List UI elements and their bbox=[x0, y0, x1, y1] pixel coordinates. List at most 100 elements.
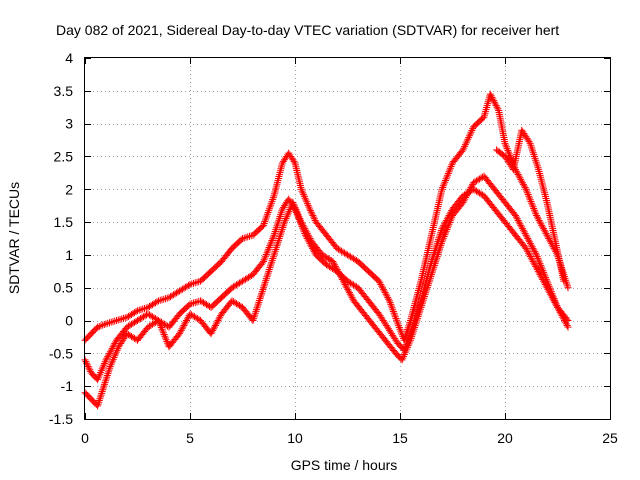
data-point bbox=[421, 292, 428, 300]
data-point bbox=[331, 262, 339, 270]
data-point bbox=[292, 206, 300, 214]
data-point bbox=[521, 184, 529, 192]
data-point bbox=[528, 145, 536, 153]
data-point bbox=[436, 243, 444, 251]
data-point bbox=[433, 252, 441, 260]
data-point bbox=[529, 244, 537, 252]
data-point bbox=[463, 192, 470, 200]
data-point bbox=[465, 134, 473, 142]
data-point bbox=[271, 227, 279, 235]
data-point bbox=[246, 232, 253, 240]
data-point bbox=[186, 280, 194, 288]
data-point bbox=[466, 130, 474, 138]
data-point bbox=[405, 340, 413, 348]
data-point bbox=[176, 330, 183, 338]
data-point bbox=[516, 174, 524, 182]
data-point bbox=[459, 198, 467, 206]
data-point bbox=[491, 98, 498, 106]
data-point bbox=[520, 182, 528, 190]
data-point bbox=[522, 231, 530, 239]
data-point bbox=[551, 296, 559, 304]
data-point bbox=[513, 215, 521, 223]
data-point bbox=[396, 325, 404, 333]
data-point bbox=[439, 236, 447, 244]
data-point bbox=[255, 296, 263, 304]
data-point bbox=[268, 258, 276, 266]
data-point bbox=[295, 213, 303, 221]
data-point bbox=[102, 377, 110, 385]
data-point bbox=[98, 365, 106, 373]
data-point bbox=[261, 254, 269, 262]
data-point bbox=[533, 251, 540, 259]
data-point bbox=[467, 184, 475, 192]
data-point bbox=[114, 316, 122, 324]
data-point bbox=[160, 331, 168, 339]
data-point bbox=[182, 318, 190, 326]
data-point bbox=[512, 213, 520, 221]
data-point bbox=[185, 301, 193, 309]
data-point bbox=[103, 371, 111, 379]
data-point bbox=[85, 364, 93, 372]
data-point bbox=[555, 307, 563, 315]
data-point bbox=[180, 321, 188, 329]
data-point bbox=[464, 135, 472, 143]
data-point bbox=[155, 317, 162, 325]
data-point bbox=[502, 143, 510, 151]
data-point bbox=[524, 235, 532, 242]
data-point bbox=[533, 160, 541, 168]
data-point bbox=[432, 256, 440, 264]
data-point bbox=[445, 220, 453, 228]
data-point bbox=[186, 300, 194, 308]
data-point bbox=[379, 284, 386, 292]
data-point bbox=[391, 311, 399, 319]
data-point bbox=[418, 300, 426, 308]
data-point bbox=[108, 357, 116, 365]
data-point bbox=[272, 224, 280, 232]
data-point bbox=[389, 307, 397, 315]
data-point bbox=[558, 312, 566, 320]
data-point bbox=[403, 345, 411, 353]
data-point bbox=[121, 314, 129, 322]
data-point bbox=[305, 203, 313, 211]
data-point bbox=[257, 293, 265, 301]
data-point bbox=[285, 207, 293, 215]
data-point bbox=[528, 199, 536, 207]
data-point bbox=[533, 212, 540, 220]
data-point bbox=[482, 105, 490, 113]
data-point bbox=[262, 275, 270, 283]
data-point bbox=[156, 320, 164, 328]
data-point bbox=[337, 272, 345, 280]
data-point bbox=[426, 276, 434, 284]
data-point bbox=[307, 208, 315, 216]
data-point bbox=[112, 348, 120, 356]
data-point bbox=[141, 305, 148, 313]
x-tick-label: 25 bbox=[602, 430, 618, 446]
data-point bbox=[302, 226, 310, 234]
y-tick-label: 1 bbox=[65, 247, 73, 263]
data-point bbox=[459, 146, 467, 154]
data-point bbox=[207, 330, 215, 338]
data-point bbox=[251, 309, 259, 317]
data-point bbox=[544, 281, 552, 289]
data-point bbox=[267, 262, 274, 270]
data-point bbox=[208, 328, 216, 336]
data-point bbox=[137, 306, 145, 314]
data-point bbox=[260, 282, 268, 290]
data-point bbox=[263, 249, 271, 257]
data-point bbox=[269, 253, 277, 261]
data-point bbox=[290, 202, 298, 210]
data-point bbox=[213, 318, 221, 326]
data-point bbox=[265, 265, 273, 273]
data-point bbox=[272, 244, 280, 252]
data-point bbox=[306, 207, 314, 215]
x-axis-label: GPS time / hours bbox=[291, 457, 398, 473]
data-point bbox=[522, 185, 530, 193]
plot-frame bbox=[84, 57, 611, 420]
data-point bbox=[386, 297, 393, 305]
data-point bbox=[306, 205, 314, 213]
y-tick-label: 0.5 bbox=[54, 280, 74, 296]
data-point bbox=[239, 235, 246, 242]
data-point bbox=[484, 100, 492, 108]
data-point bbox=[377, 280, 385, 288]
data-point bbox=[279, 222, 287, 230]
